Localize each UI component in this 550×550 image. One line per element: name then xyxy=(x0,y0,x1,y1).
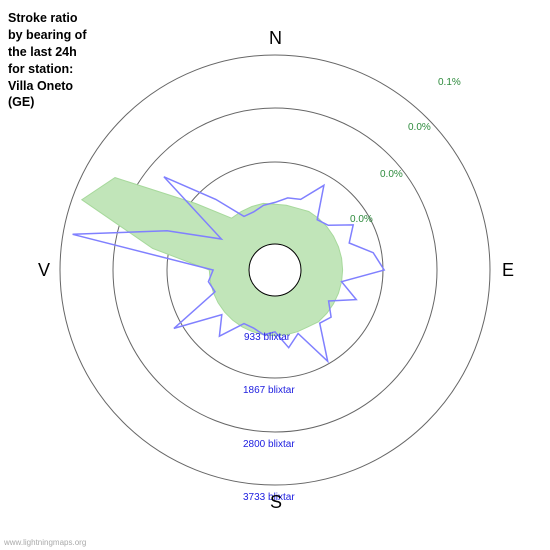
chart-title: Stroke ratio by bearing of the last 24h … xyxy=(8,10,86,111)
ring-label-blue: 933 blixtar xyxy=(244,332,291,343)
compass-e: E xyxy=(502,260,514,281)
compass-n: N xyxy=(269,28,282,49)
ring-label-blue: 2800 blixtar xyxy=(243,439,295,450)
ring-label-blue: 1867 blixtar xyxy=(243,385,295,396)
footer-credit: www.lightningmaps.org xyxy=(4,538,86,547)
ring-label-green: 0.0% xyxy=(350,214,373,225)
ring-label-green: 0.1% xyxy=(438,77,461,88)
compass-s: S xyxy=(270,492,282,513)
ring-label-green: 0.0% xyxy=(380,169,403,180)
ring-label-green: 0.0% xyxy=(408,122,431,133)
compass-v: V xyxy=(38,260,50,281)
